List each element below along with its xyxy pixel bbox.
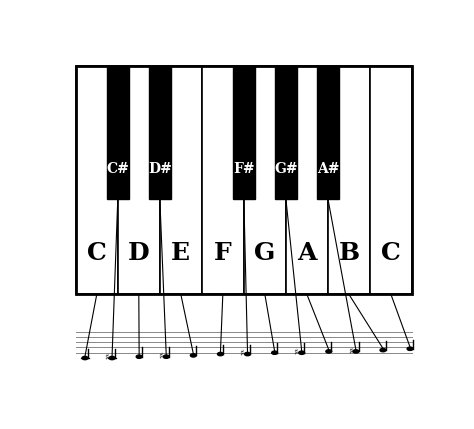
Text: G#: G# [274, 163, 298, 176]
Bar [149, 66, 171, 199]
Text: ♯: ♯ [293, 348, 298, 357]
Bar [76, 66, 412, 294]
Bar [275, 66, 297, 199]
Bar [107, 66, 129, 199]
Bar [233, 66, 255, 199]
Text: D#: D# [148, 163, 172, 176]
Text: A: A [297, 241, 317, 265]
Text: F#: F# [233, 163, 255, 176]
Text: ♯: ♯ [158, 352, 163, 361]
Bar [202, 66, 244, 294]
Text: D: D [128, 241, 150, 265]
Bar [286, 66, 328, 294]
Text: C: C [381, 241, 401, 265]
Text: E: E [171, 241, 191, 265]
Bar [76, 66, 118, 294]
Ellipse shape [191, 354, 196, 357]
Text: G: G [254, 241, 275, 265]
Bar [244, 66, 286, 294]
Bar [328, 66, 370, 294]
Ellipse shape [272, 351, 278, 354]
Ellipse shape [82, 356, 88, 360]
Text: ♯: ♯ [348, 347, 352, 356]
Ellipse shape [218, 352, 223, 356]
Ellipse shape [407, 347, 413, 350]
Ellipse shape [299, 351, 305, 354]
Ellipse shape [245, 352, 250, 356]
Text: ♯: ♯ [239, 349, 244, 358]
Ellipse shape [164, 355, 169, 358]
Bar [118, 66, 160, 294]
Text: A#: A# [317, 163, 339, 176]
Bar [370, 66, 412, 294]
Text: C: C [87, 241, 107, 265]
Ellipse shape [353, 350, 359, 353]
Text: B: B [338, 241, 359, 265]
Ellipse shape [109, 356, 115, 360]
Text: C#: C# [106, 163, 129, 176]
Text: ♯: ♯ [104, 353, 109, 362]
Ellipse shape [326, 350, 332, 353]
Ellipse shape [380, 348, 386, 352]
Ellipse shape [136, 355, 142, 358]
Text: F: F [214, 241, 232, 265]
Bar [317, 66, 339, 199]
Bar [160, 66, 202, 294]
